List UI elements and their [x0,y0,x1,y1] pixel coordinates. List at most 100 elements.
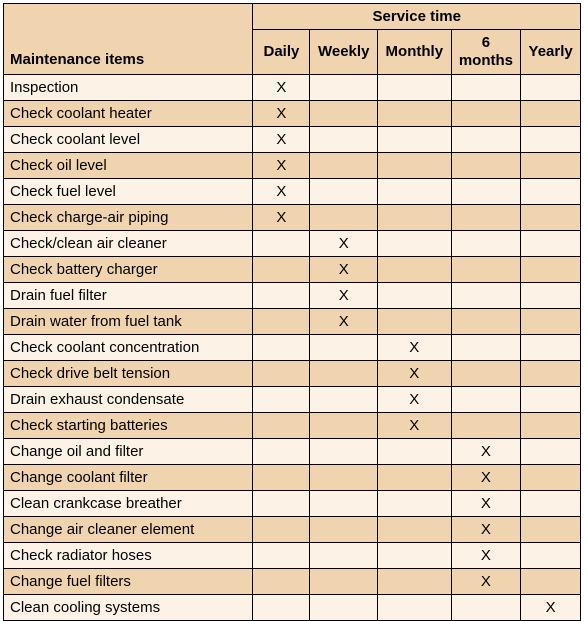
mark-cell [521,179,581,205]
mark-cell [451,309,521,335]
col-header-weekly: Weekly [310,30,378,75]
mark-cell [253,257,310,283]
mark-cell: X [310,283,378,309]
mark-cell [378,283,452,309]
table-row: Change air cleaner elementX [4,517,581,543]
mark-cell: X [451,465,521,491]
mark-cell [521,361,581,387]
item-label: Change fuel filters [4,569,253,595]
service-time-header: Service time [253,4,581,30]
item-label: Change oil and filter [4,439,253,465]
mark-cell [451,387,521,413]
mark-cell [378,101,452,127]
table-row: Check oil levelX [4,153,581,179]
table-row: InspectionX [4,75,581,101]
mark-cell [521,439,581,465]
mark-cell [310,543,378,569]
mark-cell [451,153,521,179]
table-row: Drain water from fuel tank X [4,309,581,335]
mark-cell: X [253,101,310,127]
item-label: Drain water from fuel tank [4,309,253,335]
mark-cell [310,361,378,387]
mark-cell: X [253,127,310,153]
table-row: Check coolant concentration X [4,335,581,361]
table-row: Check battery chargerX [4,257,581,283]
mark-cell [521,517,581,543]
mark-cell [378,179,452,205]
mark-cell: X [378,413,452,439]
mark-cell: X [451,517,521,543]
mark-cell [521,231,581,257]
mark-cell [378,517,452,543]
mark-cell [378,205,452,231]
table-row: Check charge-air pipingX [4,205,581,231]
mark-cell: X [378,335,452,361]
mark-cell [253,387,310,413]
mark-cell [310,127,378,153]
mark-cell [310,387,378,413]
mark-cell [521,153,581,179]
mark-cell [253,439,310,465]
mark-cell [378,153,452,179]
mark-cell [378,257,452,283]
mark-cell: X [310,231,378,257]
mark-cell [378,75,452,101]
item-label: Check coolant heater [4,101,253,127]
mark-cell: X [451,569,521,595]
table-row: Check drive belt tensionX [4,361,581,387]
mark-cell: X [451,491,521,517]
mark-cell [310,101,378,127]
table-row: Clean cooling systemsX [4,595,581,621]
item-label: Check coolant level [4,127,253,153]
col-header-yearly: Yearly [521,30,581,75]
mark-cell [521,413,581,439]
mark-cell [521,257,581,283]
item-label: Check/clean air cleaner [4,231,253,257]
corner-header: Maintenance items [4,4,253,75]
mark-cell [451,283,521,309]
item-label: Check starting batteries [4,413,253,439]
item-label: Inspection [4,75,253,101]
table-row: Check starting batteries X [4,413,581,439]
mark-cell [253,335,310,361]
mark-cell [521,335,581,361]
table-row: Check coolant heaterX [4,101,581,127]
mark-cell: X [253,153,310,179]
mark-cell: X [253,75,310,101]
mark-cell [310,179,378,205]
item-label: Check coolant concentration [4,335,253,361]
item-label: Check charge-air piping [4,205,253,231]
mark-cell [378,231,452,257]
mark-cell [253,595,310,621]
mark-cell [310,413,378,439]
col-header-monthly: Monthly [378,30,452,75]
mark-cell [521,569,581,595]
mark-cell [521,127,581,153]
mark-cell [253,283,310,309]
mark-cell [253,491,310,517]
maintenance-table: Maintenance items Service time DailyWeek… [3,3,581,621]
mark-cell [521,491,581,517]
mark-cell: X [451,439,521,465]
mark-cell [378,439,452,465]
mark-cell: X [310,309,378,335]
table-row: Check fuel levelX [4,179,581,205]
mark-cell [521,205,581,231]
mark-cell [253,231,310,257]
item-label: Change coolant filter [4,465,253,491]
table-row: Change oil and filter X [4,439,581,465]
mark-cell [451,257,521,283]
mark-cell [451,75,521,101]
item-label: Check fuel level [4,179,253,205]
mark-cell: X [378,387,452,413]
mark-cell [253,569,310,595]
mark-cell [253,465,310,491]
mark-cell [310,465,378,491]
mark-cell [310,153,378,179]
mark-cell [378,465,452,491]
mark-cell [310,439,378,465]
mark-cell [310,205,378,231]
mark-cell [451,127,521,153]
mark-cell [451,413,521,439]
mark-cell [253,517,310,543]
